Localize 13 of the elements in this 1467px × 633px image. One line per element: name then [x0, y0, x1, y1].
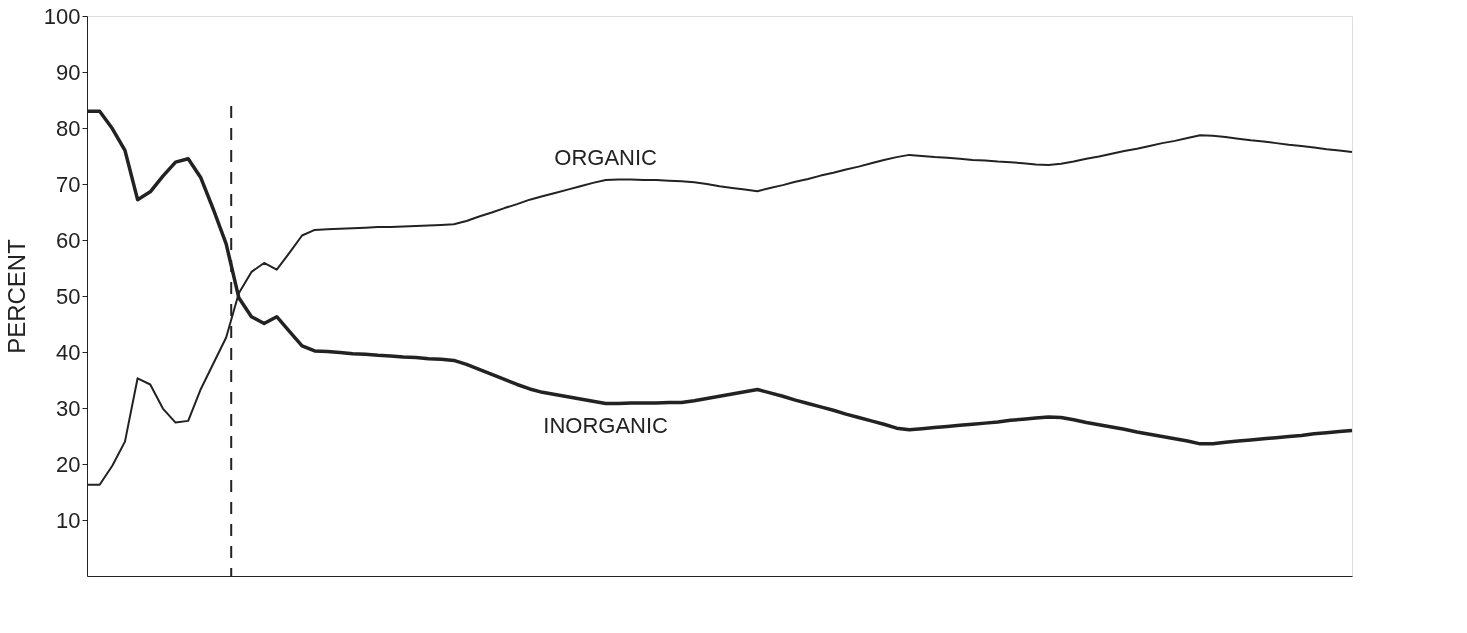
series-label: ORGANIC: [554, 145, 658, 171]
y-axis-title: PERCENT: [2, 238, 30, 354]
y-tick-label: 20: [56, 451, 81, 477]
y-tick-label: 60: [56, 227, 81, 253]
y-tick-label: 80: [56, 115, 81, 141]
y-tick-label: 100: [43, 3, 81, 29]
y-tick-label: 50: [56, 283, 81, 309]
y-tick-label: 90: [56, 59, 81, 85]
series-label: INORGANIC: [543, 412, 669, 438]
y-tick-label: 40: [56, 339, 81, 365]
y-tick-label: 30: [56, 395, 81, 421]
y-tick-label: 70: [56, 171, 81, 197]
y-tick-label: 10: [56, 507, 81, 533]
